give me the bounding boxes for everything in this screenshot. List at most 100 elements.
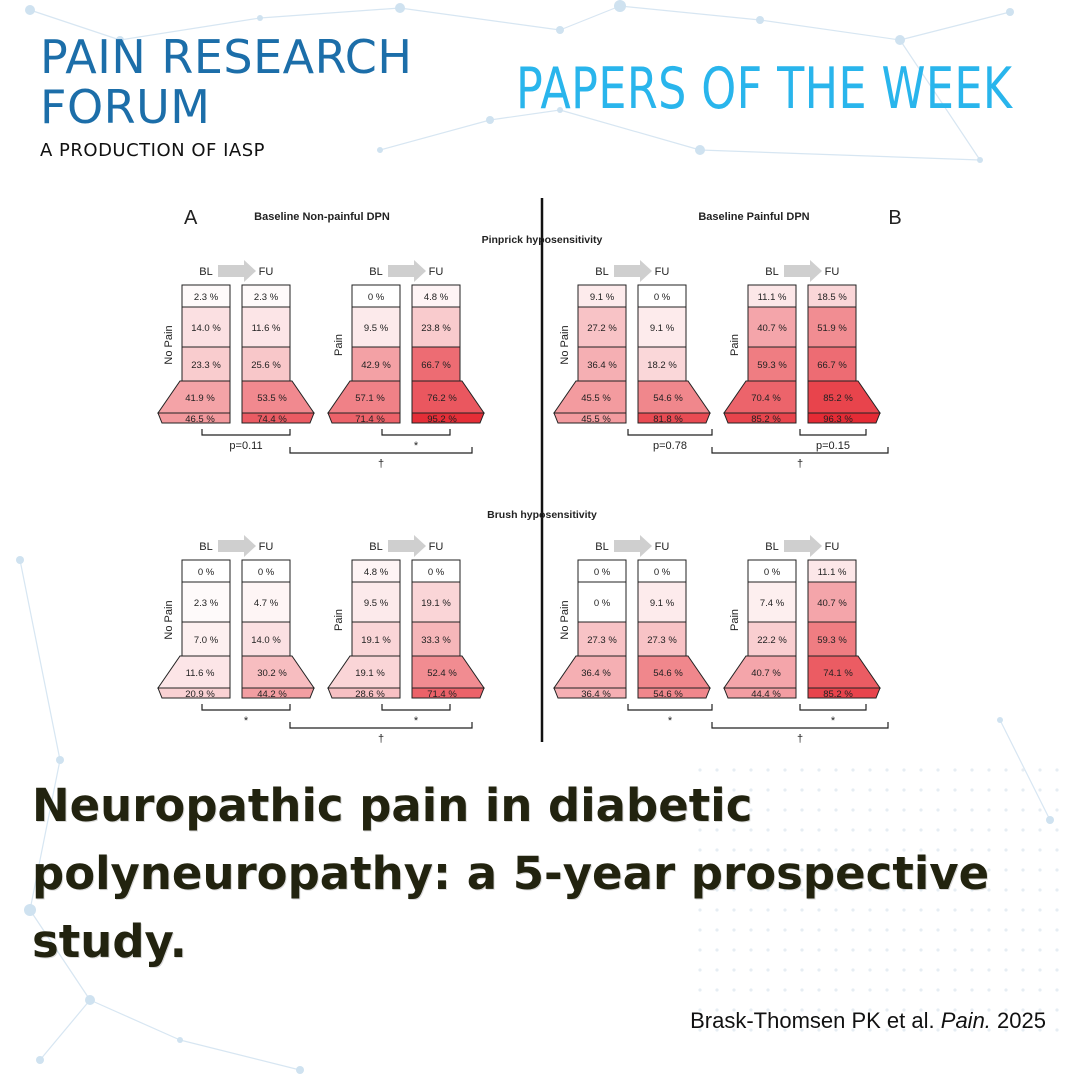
fu-leg-value: 74.4 %: [257, 414, 287, 425]
halftone-dot: [783, 788, 787, 792]
halftone-dot: [834, 968, 838, 972]
halftone-dot: [953, 908, 957, 912]
halftone-dot: [1038, 888, 1042, 892]
halftone-dot: [715, 788, 719, 792]
halftone-dot: [800, 1028, 804, 1032]
halftone-dot: [987, 948, 991, 952]
bl-label: BL: [765, 266, 778, 278]
halftone-dot: [766, 848, 770, 852]
network-node: [756, 16, 764, 24]
bl-leg-value: 27.2 %: [587, 323, 617, 334]
fu-leg-value: 9.1 %: [650, 598, 675, 609]
halftone-dot: [783, 908, 787, 912]
network-link: [489, 109, 561, 121]
bl-leg-value: 44.4 %: [751, 689, 781, 700]
stat-b-outer-bracket: [711, 447, 889, 454]
halftone-dot: [1038, 1028, 1042, 1032]
network-node: [16, 556, 24, 564]
halftone-dot: [1004, 1008, 1008, 1012]
halftone-dot: [749, 1028, 753, 1032]
halftone-dot: [1004, 808, 1008, 812]
halftone-dot: [749, 868, 753, 872]
bl-leg-value: 7.0 %: [194, 635, 219, 646]
stat-b-right-bracket: [799, 704, 867, 711]
fu-leg-segment: [411, 687, 485, 699]
halftone-dot: [783, 808, 787, 812]
halftone-dot: [766, 988, 770, 992]
halftone-dot: [698, 1008, 702, 1012]
network-link: [39, 999, 91, 1061]
halftone-dot: [1055, 908, 1059, 912]
halftone-dot: [851, 968, 855, 972]
halftone-dot: [868, 988, 872, 992]
halftone-dot: [902, 808, 906, 812]
halftone-dot: [715, 908, 719, 912]
halftone-dot: [970, 1008, 974, 1012]
halftone-dot: [1004, 788, 1008, 792]
network-link: [379, 119, 491, 151]
network-link: [29, 9, 121, 41]
halftone-dot: [970, 988, 974, 992]
bl-to-fu-arrow: [614, 260, 652, 282]
halftone-dot: [902, 1028, 906, 1032]
network-node: [614, 0, 626, 12]
halftone-dot: [698, 948, 702, 952]
halftone-dot: [766, 1008, 770, 1012]
fu-leg-value: 0 %: [654, 292, 671, 303]
fu-leg-value: 54.6 %: [653, 393, 683, 404]
bl-leg-value: 0 %: [764, 567, 781, 578]
halftone-dot: [936, 868, 940, 872]
stat-b-right-label: *: [831, 715, 836, 727]
halftone-dot: [834, 848, 838, 852]
panel-b-title: Baseline Painful DPN: [698, 211, 809, 223]
halftone-dot: [885, 988, 889, 992]
stat-b-outer-label: †: [797, 733, 803, 745]
halftone-dot: [902, 1008, 906, 1012]
group-label: No Pain: [163, 325, 175, 364]
halftone-dot: [749, 828, 753, 832]
halftone-dot: [749, 808, 753, 812]
halftone-dot: [936, 968, 940, 972]
network-node: [257, 15, 263, 21]
network-node: [116, 36, 124, 44]
fu-leg-value: 66.7 %: [421, 360, 451, 371]
bl-leg-value: 59.3 %: [757, 360, 787, 371]
bl-to-fu-arrow: [614, 535, 652, 557]
halftone-dot: [919, 928, 923, 932]
fu-leg-value: 76.2 %: [427, 393, 457, 404]
halftone-dot: [1055, 1028, 1059, 1032]
stat-a-outer-label: †: [378, 733, 384, 745]
halftone-dot: [1055, 828, 1059, 832]
halftone-dot: [749, 848, 753, 852]
halftone-dot: [817, 868, 821, 872]
halftone-dot: [698, 768, 702, 772]
halftone-dot: [953, 768, 957, 772]
halftone-dot: [919, 868, 923, 872]
fu-leg-value: 40.7 %: [817, 598, 847, 609]
fu-leg-value: 33.3 %: [421, 635, 451, 646]
network-link: [899, 11, 1011, 41]
halftone-dot: [817, 828, 821, 832]
halftone-dot: [851, 768, 855, 772]
halftone-dot: [732, 1008, 736, 1012]
halftone-dot: [1021, 1028, 1025, 1032]
halftone-dot: [800, 928, 804, 932]
stat-a-inner-label: *: [244, 715, 249, 727]
halftone-dot: [953, 968, 957, 972]
halftone-dot: [902, 768, 906, 772]
fu-label: FU: [429, 266, 444, 278]
bl-label: BL: [595, 266, 608, 278]
halftone-dot: [970, 868, 974, 872]
stat-b-inner-label: *: [668, 715, 673, 727]
stat-b-outer-label: †: [797, 458, 803, 470]
bl-leg-value: 9.5 %: [364, 323, 389, 334]
halftone-dot: [732, 908, 736, 912]
bl-label: BL: [765, 541, 778, 553]
group-label: Pain: [729, 609, 741, 631]
network-node: [24, 904, 36, 916]
halftone-dot: [970, 828, 974, 832]
halftone-dot: [885, 1028, 889, 1032]
paper-headline: Neuropathic pain in diabetic polyneuropa…: [32, 779, 990, 968]
halftone-dot: [732, 1028, 736, 1032]
halftone-dot: [834, 808, 838, 812]
